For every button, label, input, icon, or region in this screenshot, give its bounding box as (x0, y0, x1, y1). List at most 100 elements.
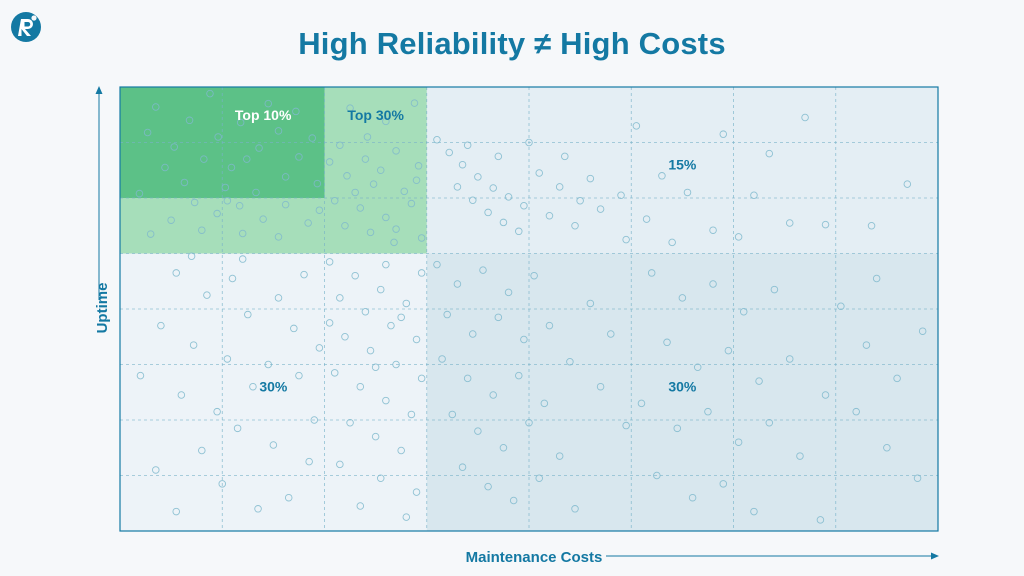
scatter-point (504, 288, 513, 297)
scatter-point (223, 197, 232, 205)
scatter-point (235, 202, 244, 210)
scatter-point (170, 143, 178, 151)
scatter-point (172, 507, 180, 516)
scatter-point (683, 188, 692, 197)
scatter-point (463, 141, 472, 150)
grid-layer (120, 87, 938, 531)
scatter-point (180, 178, 189, 187)
scatter-point (152, 103, 160, 111)
scatter-point (494, 313, 503, 322)
scatter-point (356, 382, 365, 391)
scatter-point (315, 344, 324, 352)
scatter-point (571, 505, 579, 513)
scatter-point (668, 238, 676, 247)
scatter-point (821, 220, 830, 229)
scatter-point (765, 149, 774, 158)
scatter-point (407, 410, 416, 419)
scatter-point (433, 135, 441, 144)
scatter-point (330, 197, 339, 205)
scatter-point (255, 144, 263, 152)
scatter-point (596, 205, 605, 213)
scatter-point (206, 89, 214, 98)
scatter-point (190, 198, 199, 207)
scatter-point (336, 460, 344, 469)
scatter-point (765, 419, 774, 427)
scatter-point (243, 155, 251, 163)
scatter-point (213, 209, 221, 218)
scatter-point (376, 474, 385, 483)
scatter-point (724, 346, 733, 355)
scatter-point (474, 173, 482, 181)
scatter-point (509, 496, 518, 505)
scatter-point (678, 294, 687, 302)
scatter-point (688, 493, 697, 502)
y-axis-arrowhead (95, 86, 103, 94)
scatter-point (308, 134, 316, 142)
scatter-point (734, 438, 743, 446)
scatter-point (305, 457, 313, 466)
scatter-point (325, 258, 334, 266)
scatter-point (862, 341, 871, 349)
scatter-point (545, 212, 554, 220)
scatter-point (750, 191, 758, 199)
scatter-point (200, 155, 208, 163)
scatter-point (233, 424, 242, 433)
scatter-point (852, 407, 860, 416)
scatter-point (244, 310, 252, 319)
scatter-point (883, 444, 891, 452)
scatter-point (392, 147, 400, 155)
scatter-point (336, 294, 344, 302)
x-axis-label: Maintenance Costs (466, 549, 603, 566)
scatter-point (292, 107, 300, 116)
scatter-point (189, 341, 198, 349)
scatter-point (499, 218, 508, 227)
scatter-point (525, 138, 533, 147)
scatter-point (438, 355, 446, 363)
scatter-point (177, 391, 186, 399)
scatter-point (607, 330, 615, 338)
scatter-point (284, 493, 293, 502)
scatter-point (417, 269, 426, 277)
scatter-point (341, 333, 349, 341)
scatter-point (402, 513, 411, 521)
region-label-top10: Top 10% (235, 107, 292, 123)
scatter-point (545, 321, 554, 330)
scatter-point (893, 374, 901, 383)
scatter-point (198, 226, 206, 234)
scatter-point (366, 228, 375, 237)
scatter-point (281, 173, 290, 181)
scatter-point (392, 360, 400, 369)
scatter-point (382, 213, 390, 222)
scatter-point (653, 471, 661, 480)
scatter-point (750, 507, 758, 516)
scatter-point (571, 221, 579, 230)
regions-layer (120, 87, 938, 531)
scatter-point (494, 152, 503, 161)
scatter-point (172, 269, 180, 277)
scatter-point (566, 357, 574, 366)
scatter-point (412, 488, 421, 496)
scatter-point (254, 505, 262, 513)
scatter-point (397, 313, 405, 322)
scatter-point (410, 99, 419, 107)
scatter-point (719, 480, 728, 488)
scatter-point (143, 128, 152, 137)
scatter-point (382, 260, 390, 269)
scatter-point (400, 187, 409, 196)
scatter-point (214, 133, 222, 141)
scatter-point (325, 158, 334, 166)
scatter-point (837, 302, 845, 310)
scatter-point (801, 113, 809, 122)
scatter-point (709, 280, 717, 288)
scatter-point (346, 419, 354, 427)
scatter-point (402, 299, 411, 308)
scatter-point (203, 291, 211, 299)
region-high-cost-low-uptime (426, 253, 938, 531)
frame-layer (95, 86, 939, 560)
scatter-point (458, 463, 467, 471)
scatter-point (341, 221, 349, 230)
scatter-point (489, 184, 497, 192)
scatter-point (484, 208, 492, 217)
scatter-point (295, 153, 303, 161)
scatter-point (236, 118, 245, 127)
